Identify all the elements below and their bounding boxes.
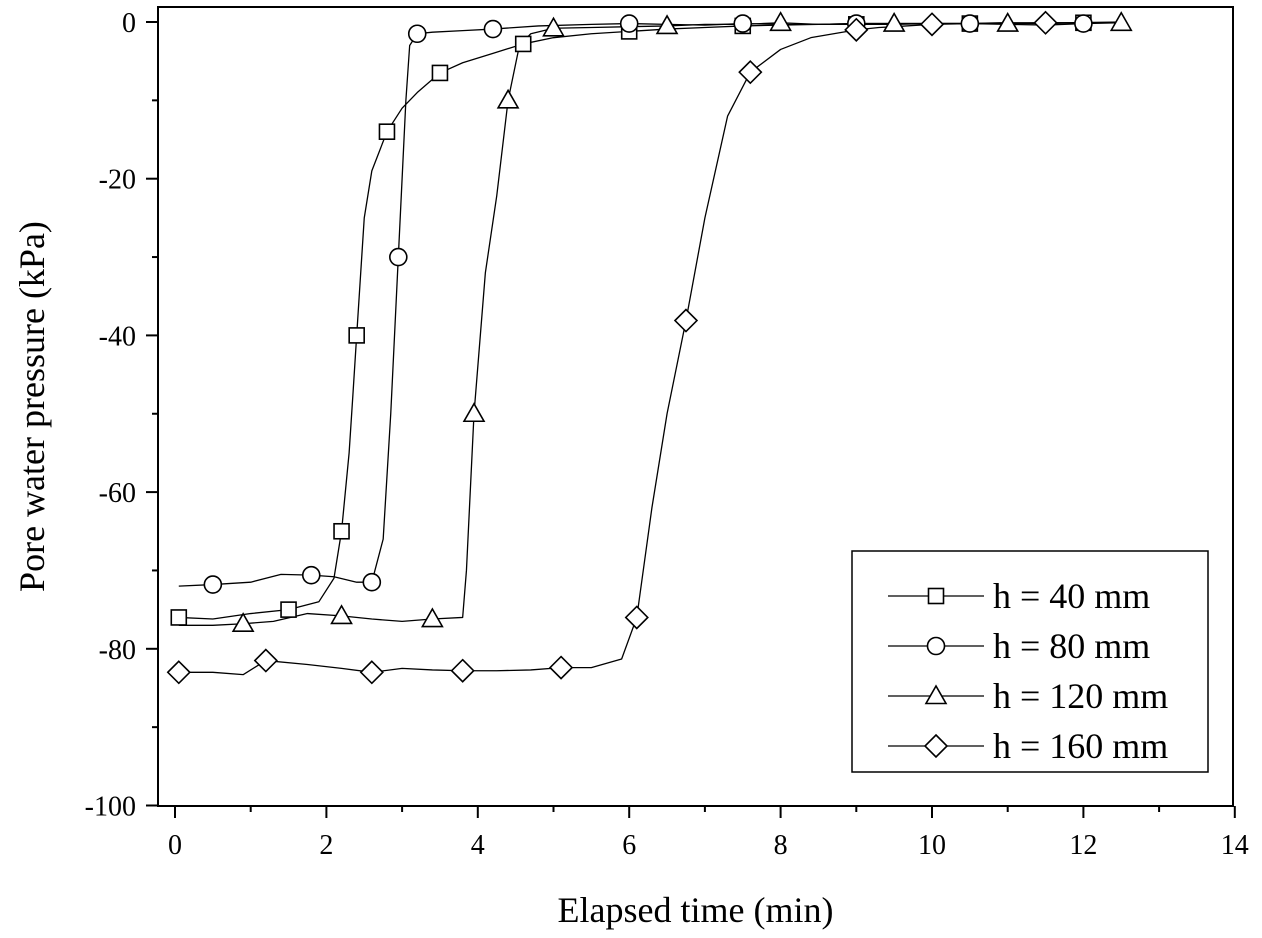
data-point-diamond [548,655,574,680]
legend: h = 40 mm h = 80 mm h = 120 mm h = 160 mm [851,550,1209,773]
data-point-square [348,327,365,344]
legend-label: h = 40 mm [993,576,1150,616]
series-line-square [178,22,1122,620]
y-tick-label: -20 [99,165,136,196]
axis-tick-labels: 0 2 4 6 8 10 12 14 0 -20 -40 -60 -80 -100 [85,8,1249,861]
data-point-triangle [496,88,520,109]
data-point-square [333,522,350,540]
data-point-circle [1074,14,1093,33]
series-line-triangle [178,22,1122,626]
legend-marker-circle [926,636,946,656]
data-point-triangle [882,11,906,32]
data-point-circle [407,24,427,44]
legend-marker-square [927,587,945,605]
data-point-diamond [450,658,475,683]
data-point-diamond [624,605,649,630]
data-point-triangle [769,11,792,32]
plot-area-frame [157,6,1234,807]
legend-label: h = 160 mm [993,726,1168,766]
y-axis-title: Pore water pressure (kPa) [12,221,52,592]
data-point-diamond [738,60,763,85]
legend-box [851,550,1209,773]
x-tick-label: 6 [622,830,636,861]
data-point-diamond [673,308,699,333]
data-point-triangle [996,11,1020,32]
series-line-diamond [178,21,1122,676]
y-tick-label: -60 [99,478,136,509]
y-tick-label: 0 [122,8,136,39]
x-tick-label: 2 [319,830,333,861]
data-point-triangle [1109,11,1133,32]
legend-label: h = 120 mm [993,676,1168,716]
x-tick-label: 8 [774,830,788,861]
legend-marker-triangle [924,684,948,705]
y-tick-label: -40 [99,321,136,352]
series-markers [166,10,1133,685]
axis-ticks [146,21,1236,818]
data-point-triangle [462,402,486,423]
data-point-diamond [253,648,278,673]
data-point-square [170,609,188,626]
x-tick-label: 0 [168,830,182,861]
data-point-diamond [1033,10,1058,35]
data-point-circle [203,575,223,594]
data-point-triangle [330,604,353,625]
data-point-square [514,35,532,53]
data-point-square [431,64,449,82]
y-tick-label: -100 [85,792,136,823]
data-point-triangle [542,16,565,37]
x-tick-label: 14 [1221,830,1249,861]
data-point-circle [960,14,980,33]
data-point-circle [301,565,321,585]
data-point-circle [362,572,382,592]
data-point-circle [483,19,503,39]
x-tick-label: 4 [471,830,485,861]
data-point-square [378,123,396,140]
y-tick-label: -80 [99,635,136,666]
data-point-diamond [359,660,384,685]
x-axis-title: Elapsed time (min) [558,890,834,930]
legend-label: h = 80 mm [993,626,1150,666]
legend-marker-diamond [923,733,949,759]
series-line-circle [178,22,1122,587]
x-tick-label: 10 [918,830,946,861]
data-point-triangle [655,14,679,35]
data-point-circle [619,14,639,33]
data-point-triangle [231,612,255,633]
data-point-diamond [919,12,945,37]
data-point-triangle [421,607,444,628]
data-point-circle [733,14,753,33]
x-tick-label: 12 [1069,830,1097,861]
data-point-square [280,601,297,618]
data-point-circle [389,247,408,267]
data-point-diamond [166,660,191,685]
data-point-diamond [844,17,869,42]
